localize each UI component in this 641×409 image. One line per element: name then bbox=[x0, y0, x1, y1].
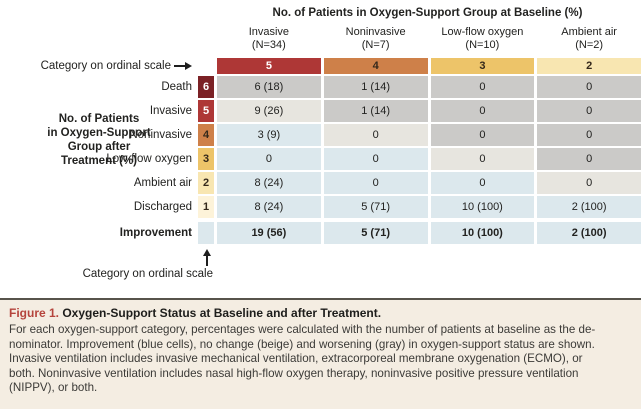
ordinal-marker: 1 bbox=[198, 196, 214, 218]
baseline-ordinal-cell: 5 bbox=[217, 58, 321, 74]
baseline-ordinal-cell: 2 bbox=[537, 58, 641, 74]
ordinal-marker: 6 bbox=[198, 76, 214, 98]
row-label: Invasive bbox=[149, 105, 192, 117]
table-row-noninvasive: Noninvasive 4 3 (9) 0 0 0 bbox=[0, 124, 641, 146]
data-cell: 0 bbox=[430, 172, 535, 194]
data-cell: 3 (9) bbox=[217, 124, 321, 146]
data-cell: 0 bbox=[323, 172, 428, 194]
improvement-cell: 10 (100) bbox=[430, 222, 535, 244]
ordinal-marker: 4 bbox=[198, 124, 214, 146]
baseline-ordinal-cell: 4 bbox=[323, 58, 428, 74]
data-cell: 5 (71) bbox=[323, 196, 428, 218]
data-cell: 0 bbox=[430, 148, 535, 170]
data-cell: 0 bbox=[323, 124, 428, 146]
data-cell: 0 bbox=[217, 148, 321, 170]
table-row-ambient: Ambient air 2 8 (24) 0 0 0 bbox=[0, 172, 641, 194]
after-treatment-axis-title: No. of Patients in Oxygen-Support Group … bbox=[47, 113, 151, 167]
figure-number-label: Figure 1. bbox=[9, 306, 60, 320]
column-header-spacer bbox=[0, 26, 214, 52]
ordinal-marker: 5 bbox=[198, 100, 214, 122]
data-cell: 0 bbox=[430, 76, 535, 98]
data-cell: 0 bbox=[537, 148, 641, 170]
row-label: Discharged bbox=[133, 201, 192, 213]
column-header-noninvasive: Noninvasive (N=7) bbox=[324, 26, 428, 52]
baseline-ordinal-row: Category on ordinal scale 5 4 3 2 bbox=[0, 58, 641, 74]
column-name: Ambient air bbox=[561, 26, 617, 38]
data-cell: 0 bbox=[537, 172, 641, 194]
table-row-death: Death 6 6 (18) 1 (14) 0 0 bbox=[0, 76, 641, 98]
data-cell: 1 (14) bbox=[323, 100, 428, 122]
ordinal-marker: 2 bbox=[198, 172, 214, 194]
data-cell: 0 bbox=[430, 124, 535, 146]
bottom-ordinal-axis-label: Category on ordinal scale bbox=[82, 268, 213, 280]
column-header-invasive: Invasive (N=34) bbox=[217, 26, 321, 52]
data-cell: 2 (100) bbox=[537, 196, 641, 218]
improvement-row-label: Improvement bbox=[119, 227, 192, 239]
row-label: Noninvasive bbox=[129, 129, 192, 141]
up-arrow-icon bbox=[201, 249, 213, 266]
figure-caption: Figure 1. Oxygen-Support Status at Basel… bbox=[0, 298, 641, 409]
table-row-invasive: Invasive 5 9 (26) 1 (14) 0 0 bbox=[0, 100, 641, 122]
column-name: Invasive bbox=[248, 26, 290, 38]
column-n: (N=2) bbox=[575, 39, 604, 51]
table-row-low-flow: Low-flow oxygen 3 0 0 0 0 bbox=[0, 148, 641, 170]
column-n: (N=34) bbox=[251, 39, 286, 51]
baseline-group-title: No. of Patients in Oxygen-Support Group … bbox=[272, 7, 583, 19]
column-name: Noninvasive bbox=[345, 26, 406, 38]
row-label: Death bbox=[161, 81, 192, 93]
ordinal-row-marker-spacer bbox=[198, 58, 214, 74]
data-cell: 0 bbox=[430, 100, 535, 122]
data-cell: 6 (18) bbox=[217, 76, 321, 98]
column-name: Low-flow oxygen bbox=[441, 26, 524, 38]
data-cell: 0 bbox=[323, 148, 428, 170]
row-label: Ambient air bbox=[133, 177, 192, 189]
caption-body: For each oxygen-support category, percen… bbox=[9, 323, 596, 395]
data-cell: 0 bbox=[537, 76, 641, 98]
data-cell: 0 bbox=[537, 124, 641, 146]
improvement-marker-cell bbox=[198, 222, 214, 244]
caption-title: Oxygen-Support Status at Baseline and af… bbox=[59, 306, 382, 320]
baseline-ordinal-cell: 3 bbox=[430, 58, 535, 74]
table-row-discharged: Discharged 1 8 (24) 5 (71) 10 (100) 2 (1… bbox=[0, 196, 641, 218]
data-cell: 8 (24) bbox=[217, 196, 321, 218]
column-headers: Invasive (N=34) Noninvasive (N=7) Low-fl… bbox=[0, 26, 641, 52]
data-cell: 9 (26) bbox=[217, 100, 321, 122]
data-cell: 10 (100) bbox=[430, 196, 535, 218]
top-ordinal-axis-label: Category on ordinal scale bbox=[0, 58, 198, 74]
column-header-ambient: Ambient air (N=2) bbox=[537, 26, 641, 52]
improvement-cell: 19 (56) bbox=[217, 222, 321, 244]
data-cell: 0 bbox=[537, 100, 641, 122]
column-header-low-flow: Low-flow oxygen (N=10) bbox=[431, 26, 535, 52]
improvement-cell: 2 (100) bbox=[537, 222, 641, 244]
improvement-cell: 5 (71) bbox=[323, 222, 428, 244]
column-n: (N=10) bbox=[465, 39, 500, 51]
data-cell: 8 (24) bbox=[217, 172, 321, 194]
oxygen-support-matrix: Category on ordinal scale 5 4 3 2 Death … bbox=[0, 58, 641, 246]
caption-heading: Figure 1. Oxygen-Support Status at Basel… bbox=[9, 306, 632, 320]
right-arrow-icon bbox=[174, 62, 192, 70]
ordinal-marker: 3 bbox=[198, 148, 214, 170]
column-n: (N=7) bbox=[361, 39, 390, 51]
data-cell: 1 (14) bbox=[323, 76, 428, 98]
row-label: Low-flow oxygen bbox=[106, 153, 192, 165]
table-row-improvement: Improvement 19 (56) 5 (71) 10 (100) 2 (1… bbox=[0, 222, 641, 244]
